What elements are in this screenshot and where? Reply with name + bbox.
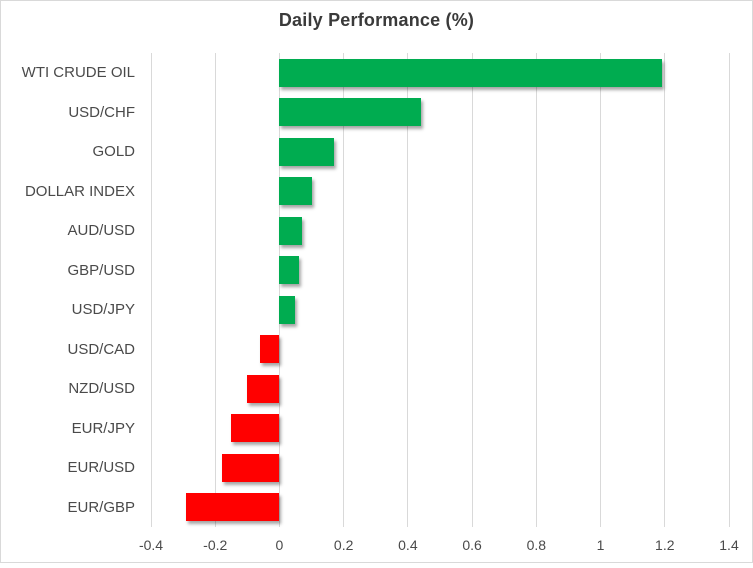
tick-label: 0.2 [333,537,354,553]
value-axis: -0.4 -0.2 0 0.2 0.4 0.6 0.8 1 1.2 1.4 [1,537,752,557]
gridline [600,53,602,527]
chart-title: Daily Performance (%) [278,10,475,30]
gridline [214,53,216,527]
category-label: NZD/USD [68,380,135,397]
bar-dollar-index [279,177,312,206]
tick-label: -0.2 [203,537,228,553]
bar-eur-usd [221,453,280,482]
tick-label: 0.6 [462,537,482,553]
tick-label: 1 [596,537,605,553]
bar-eur-jpy [231,414,280,443]
tick-label: 1.2 [655,537,675,553]
bar-usd-chf [279,98,421,127]
gridline [278,53,280,527]
bar-usd-cad [260,335,280,364]
tick-label: 0 [275,537,284,553]
gridline [343,53,345,527]
tick-label: 0.4 [398,537,418,553]
bar-nzd-usd [247,374,280,403]
category-label: EUR/GBP [67,498,135,516]
category-label: GOLD [92,143,135,160]
category-label: DOLLAR INDEX [24,182,135,200]
plot-area [150,53,730,527]
bar-wti-crude-oil [279,58,662,87]
gridline [535,53,537,527]
tick-label: 0.8 [526,537,547,553]
gridline [664,53,666,527]
category-label: EUR/JPY [71,419,135,437]
bar-aud-usd [279,216,302,245]
category-label: USD/CAD [67,340,135,358]
bar-gbp-usd [279,256,299,285]
category-label: GBP/USD [67,261,135,279]
bar-usd-jpy [279,295,296,324]
bar-gold [279,137,335,166]
gridline [728,53,730,527]
category-label: USD/CHF [68,103,135,121]
category-label: EUR/USD [67,459,135,476]
gridline [407,53,409,527]
category-label: AUD/USD [67,222,135,239]
category-label: WTI CRUDE OIL [21,64,135,81]
gridline [471,53,473,527]
gridline [150,53,152,527]
category-label: USD/JPY [71,301,135,318]
category-axis: WTI CRUDE OIL USD/CHF GOLD DOLLAR INDEX AUD/… [1,53,135,527]
bar-eur-gbp [186,493,280,522]
tick-label: -0.4 [138,537,164,553]
tick-label: 1.4 [719,537,739,553]
